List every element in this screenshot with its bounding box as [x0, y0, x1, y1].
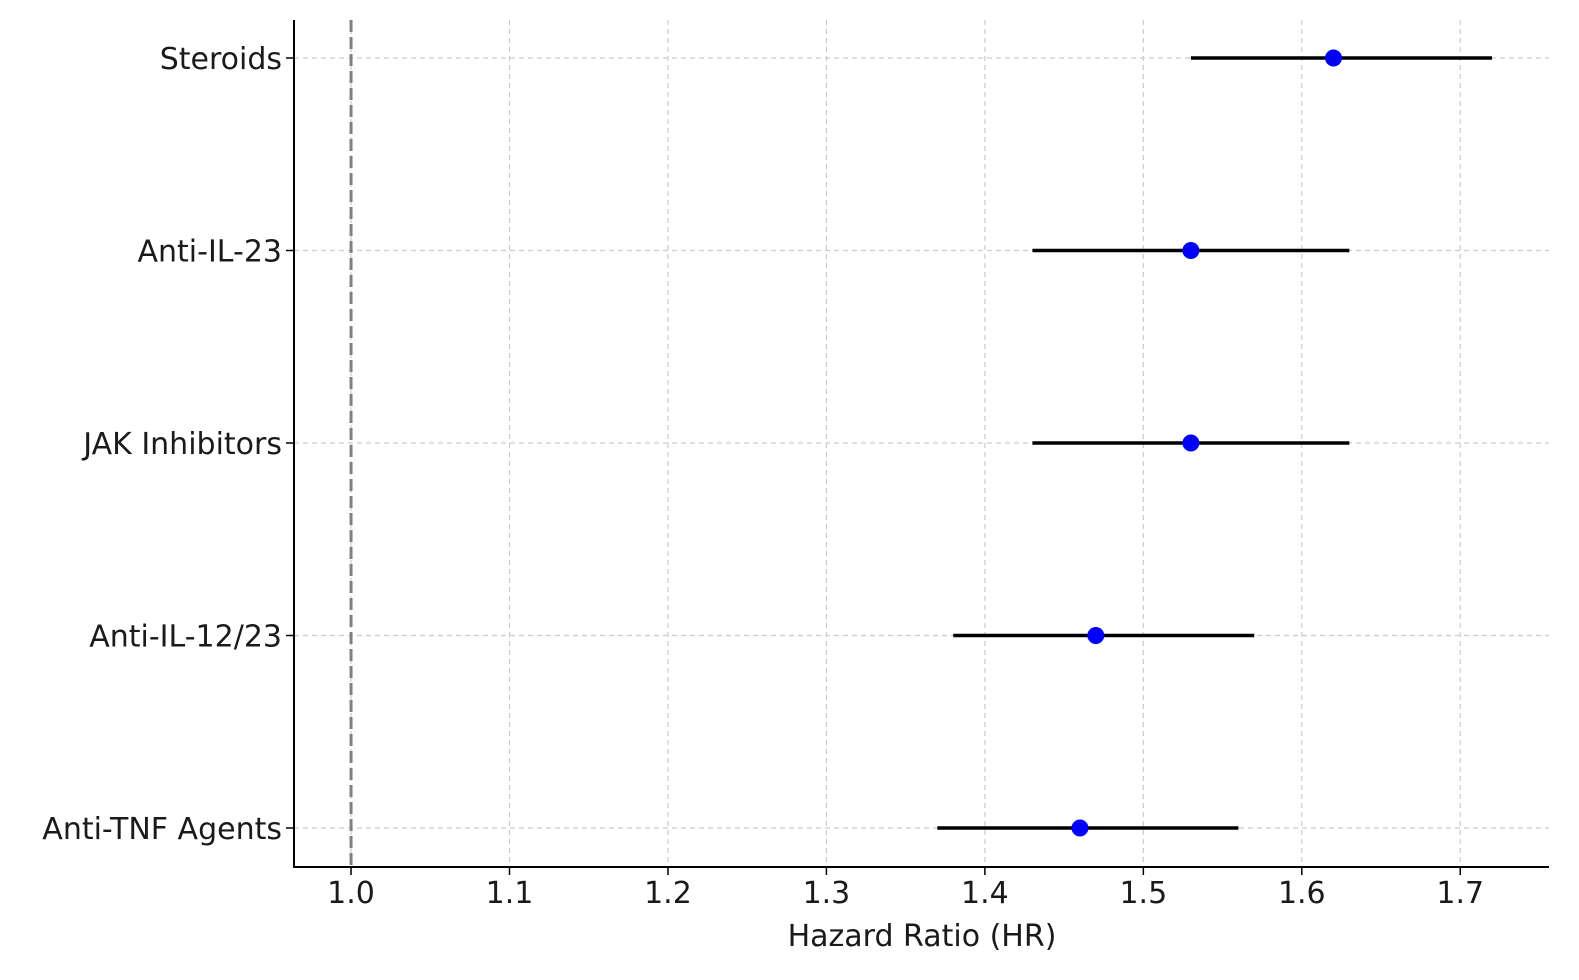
grid-layer — [294, 20, 1549, 867]
x-tick-label: 1.0 — [327, 876, 375, 911]
y-tick-label: Anti-TNF Agents — [42, 812, 282, 847]
hr-point — [1182, 434, 1200, 452]
x-tick-label: 1.1 — [486, 876, 534, 911]
data-layer — [937, 49, 1492, 837]
hr-point — [1324, 49, 1342, 67]
y-tick-label: Anti-IL-23 — [138, 235, 283, 270]
y-tick-label: Steroids — [160, 42, 282, 77]
x-tick-label: 1.6 — [1278, 876, 1326, 911]
x-tick-label: 1.5 — [1119, 876, 1167, 911]
hr-point — [1182, 242, 1200, 259]
x-axis-title: Hazard Ratio (HR) — [788, 919, 1057, 954]
x-tick-label: 1.7 — [1436, 876, 1484, 911]
axis-layer — [286, 20, 1549, 875]
y-tick-label: Anti-IL-12/23 — [89, 620, 282, 655]
hr-point — [1087, 627, 1105, 644]
hr-point — [1071, 819, 1089, 837]
x-tick-label: 1.4 — [961, 876, 1009, 911]
y-tick-label: JAK Inhibitors — [81, 427, 282, 462]
label-layer: 1.0 1.1 1.2 1.3 1.4 1.5 1.6 1.7 Anti-TNF Agents A… — [42, 42, 1484, 911]
x-tick-label: 1.2 — [644, 876, 692, 911]
x-tick-label: 1.3 — [803, 876, 851, 911]
